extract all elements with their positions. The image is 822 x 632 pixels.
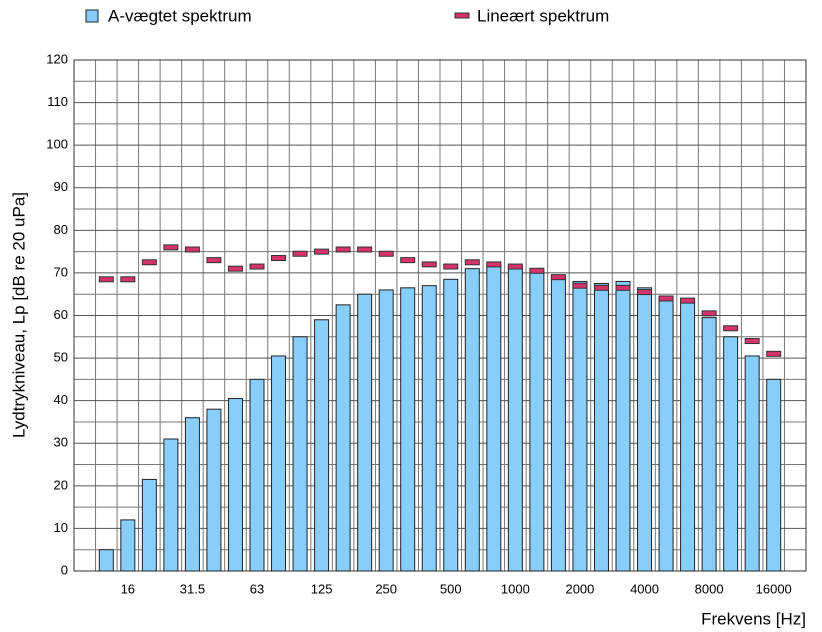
y-tick-label: 90 xyxy=(54,179,68,194)
bar xyxy=(206,408,222,572)
x-tick-label: 4000 xyxy=(630,581,659,596)
level-marker xyxy=(163,244,179,251)
level-marker xyxy=(701,310,717,317)
y-tick-label: 110 xyxy=(47,94,68,109)
bar xyxy=(486,263,502,572)
level-marker xyxy=(637,289,653,296)
level-marker xyxy=(184,246,200,253)
bar xyxy=(723,336,739,572)
bar xyxy=(184,417,200,572)
bar xyxy=(292,336,308,572)
bar xyxy=(249,378,265,572)
bar xyxy=(529,272,545,572)
level-marker xyxy=(744,338,760,345)
bar xyxy=(141,478,157,572)
level-marker xyxy=(227,265,243,272)
bar xyxy=(120,519,136,572)
x-tick-label: 8000 xyxy=(695,581,724,596)
legend-swatch xyxy=(85,9,99,23)
level-marker xyxy=(766,350,782,357)
level-marker xyxy=(658,295,674,302)
level-marker xyxy=(464,259,480,266)
y-tick-label: 0 xyxy=(61,562,68,577)
y-tick-label: 40 xyxy=(54,392,68,407)
level-marker xyxy=(271,255,287,262)
bar xyxy=(314,319,330,572)
level-marker xyxy=(723,325,739,332)
legend-swatch xyxy=(454,12,470,19)
level-marker xyxy=(335,246,351,253)
bar xyxy=(658,295,674,572)
bar xyxy=(572,280,588,572)
y-tick-label: 30 xyxy=(54,435,68,450)
level-marker xyxy=(593,284,609,291)
x-tick-label: 1000 xyxy=(501,581,530,596)
bar xyxy=(98,549,114,572)
level-marker xyxy=(507,263,523,270)
x-axis-label: Frekvens [Hz] xyxy=(701,609,806,628)
y-tick-label: 10 xyxy=(54,520,68,535)
level-marker xyxy=(314,248,330,255)
level-marker xyxy=(249,263,265,270)
y-tick-label: 20 xyxy=(54,477,68,492)
level-marker xyxy=(141,259,157,266)
y-tick-label: 100 xyxy=(46,137,68,152)
bar xyxy=(400,287,416,572)
y-tick-label: 60 xyxy=(54,307,68,322)
bar xyxy=(637,287,653,572)
y-tick-label: 80 xyxy=(54,222,68,237)
level-marker xyxy=(98,276,114,283)
level-marker xyxy=(400,257,416,264)
bar xyxy=(550,276,566,572)
x-tick-label: 63 xyxy=(250,581,264,596)
plot-border xyxy=(73,59,807,572)
level-marker xyxy=(615,284,631,291)
x-tick-label: 16 xyxy=(121,581,135,596)
level-marker xyxy=(357,246,373,253)
x-tick-label: 250 xyxy=(375,581,397,596)
y-tick-label: 70 xyxy=(54,264,68,279)
bar xyxy=(443,278,459,572)
legend-label: Lineært spektrum xyxy=(477,6,609,25)
bar xyxy=(335,304,351,572)
bar xyxy=(701,317,717,572)
bar xyxy=(421,285,437,572)
level-marker xyxy=(120,276,136,283)
bar xyxy=(227,398,243,572)
y-axis-label: Lydtrykniveau, Lp [dB re 20 uPa] xyxy=(9,192,28,438)
x-tick-label: 500 xyxy=(440,581,462,596)
y-tick-label: 120 xyxy=(46,51,68,66)
bar xyxy=(163,438,179,572)
x-tick-label: 2000 xyxy=(565,581,594,596)
bar xyxy=(357,293,373,572)
level-marker xyxy=(292,250,308,257)
x-tick-label: 125 xyxy=(311,581,333,596)
bar xyxy=(507,266,523,572)
level-marker xyxy=(486,261,502,268)
legend-label: A-vægtet spektrum xyxy=(108,6,252,25)
bar xyxy=(615,280,631,572)
level-marker xyxy=(550,274,566,281)
bar xyxy=(766,378,782,572)
level-marker xyxy=(421,261,437,268)
bar xyxy=(271,355,287,572)
bar xyxy=(378,289,394,572)
bar xyxy=(680,300,696,572)
bar xyxy=(464,268,480,572)
level-marker xyxy=(572,282,588,289)
bar xyxy=(744,355,760,572)
level-marker xyxy=(680,297,696,304)
level-marker xyxy=(206,257,222,264)
level-marker xyxy=(529,267,545,274)
x-tick-label: 31.5 xyxy=(180,581,205,596)
x-tick-label: 16000 xyxy=(756,581,792,596)
level-marker xyxy=(443,263,459,270)
y-tick-label: 50 xyxy=(54,350,68,365)
bar xyxy=(593,283,609,572)
level-marker xyxy=(378,250,394,257)
